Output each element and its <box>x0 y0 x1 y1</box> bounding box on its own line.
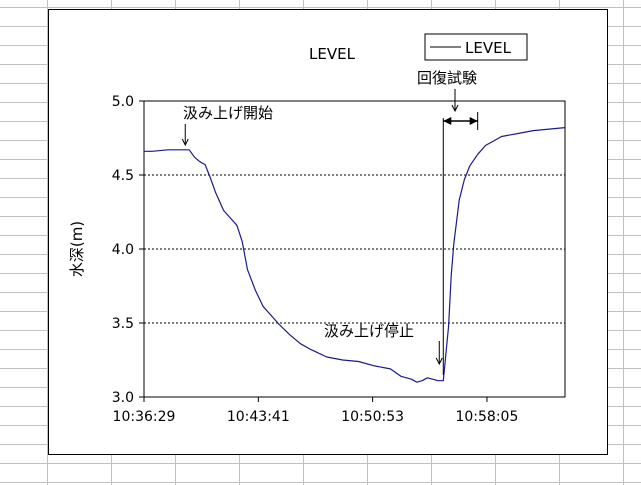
series-line-level <box>144 127 566 383</box>
annotation-pump-stop: 汲み上げ停止 <box>324 322 414 340</box>
annotation-recovery-test-arrow-head <box>451 104 459 113</box>
annotation-pump-stop-arrow-head <box>435 357 443 366</box>
recovery-span-arrowhead-left <box>443 117 452 125</box>
annotation-recovery-test: 回復試験 <box>417 69 477 87</box>
recovery-span-arrowhead-right <box>469 117 478 125</box>
x-tick-label-1: 10:43:41 <box>227 409 290 425</box>
annotation-pump-start: 汲み上げ開始 <box>183 104 273 122</box>
annotation-pump-start-arrow-head <box>181 138 189 147</box>
y-tick-label-2: 4.0 <box>112 242 134 258</box>
chart-svg: 3.0 3.5 4.0 4.5 5.0 10:36:29 10:43:41 10:50:53… <box>68 33 566 425</box>
y-tick-label-0: 3.0 <box>112 390 134 406</box>
legend[interactable]: LEVEL <box>424 33 528 61</box>
chart-title: LEVEL <box>309 45 356 63</box>
y-tick-label-3: 4.5 <box>112 168 134 184</box>
y-axis-ticks: 3.0 3.5 4.0 4.5 5.0 <box>112 94 144 406</box>
series-layer <box>144 127 566 383</box>
legend-label-level: LEVEL <box>465 39 512 57</box>
x-axis-ticks: 10:36:29 10:43:41 10:50:53 10:58:05 <box>113 397 518 425</box>
y-tick-label-4: 5.0 <box>112 94 134 110</box>
plot-area <box>143 100 566 398</box>
chart-area[interactable]: 3.0 3.5 4.0 4.5 5.0 10:36:29 10:43:41 10:50:53… <box>48 9 608 455</box>
x-tick-label-2: 10:50:53 <box>341 409 404 425</box>
x-tick-label-3: 10:58:05 <box>455 409 518 425</box>
x-tick-label-0: 10:36:29 <box>113 409 176 425</box>
y-tick-label-1: 3.5 <box>112 316 134 332</box>
y-axis-label: 水深(m) <box>68 221 86 277</box>
